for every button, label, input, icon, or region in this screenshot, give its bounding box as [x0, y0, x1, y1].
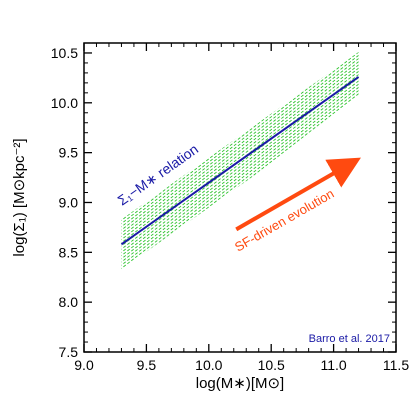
- band-hatch-line: [121, 56, 359, 245]
- band-hatch-line: [121, 63, 359, 252]
- x-axis-label: log(M∗)[M⊙]: [196, 375, 284, 392]
- y-tick-label: 9.0: [59, 194, 79, 210]
- y-tick-label: 9.5: [59, 145, 79, 161]
- band-hatch-line: [121, 82, 359, 270]
- band-hatch-line: [121, 51, 359, 184]
- y-tick-label: 8.5: [59, 244, 79, 260]
- band-hatch-line: [121, 51, 359, 239]
- band-hatch-line: [121, 51, 359, 172]
- x-tick-label: 10.0: [195, 357, 222, 373]
- x-tick-label: 11.0: [320, 357, 346, 373]
- evolution-arrow-label: SF-driven evolution: [232, 186, 337, 255]
- band-hatch-line: [121, 85, 359, 270]
- x-tick-label: 9.0: [74, 357, 94, 373]
- citation-label: Barro et al. 2017: [309, 333, 390, 345]
- band-hatch-line: [121, 51, 359, 165]
- axis-ticks: 9.0 9.5 10.0 10.5 11.0 11.5 7.5 8.0 8.5 9.0 9.5 10.…: [51, 42, 409, 373]
- y-axis-label: log(Σ₁) [M⊙kpc⁻²]: [11, 138, 28, 256]
- band-hatch-line: [121, 51, 359, 188]
- band-hatch-line: [121, 51, 359, 162]
- x-tick-label: 9.5: [137, 357, 157, 373]
- plot-frame: [83, 42, 397, 353]
- band-hatch-line: [121, 51, 359, 168]
- evolution-arrow: [235, 157, 361, 232]
- band-hatch-line: [121, 51, 359, 152]
- band-hatch-line: [121, 72, 359, 261]
- band-hatch-line: [121, 51, 359, 159]
- y-tick-label: 8.0: [59, 294, 79, 310]
- y-tick-label: 10.0: [51, 95, 78, 111]
- band-hatch-line: [121, 79, 359, 268]
- band-hatch-line: [121, 51, 359, 146]
- band-hatch-line: [121, 51, 359, 236]
- x-tick-label: 11.5: [383, 357, 409, 373]
- band-hatch-line: [121, 51, 359, 156]
- y-tick-label: 7.5: [59, 344, 79, 360]
- band-hatch-line: [121, 75, 359, 264]
- band-hatch-line: [121, 51, 359, 149]
- relation-line: [120, 76, 360, 246]
- band-hatch-line: [121, 69, 359, 258]
- band-hatch-line: [121, 51, 359, 194]
- y-tick-label: 10.5: [51, 45, 78, 61]
- band-hatch-line: [121, 51, 359, 232]
- band-hatch-line: [121, 53, 359, 242]
- x-tick-label: 10.5: [258, 357, 285, 373]
- band-hatch-line: [121, 51, 359, 181]
- band-hatch-line: [121, 51, 359, 143]
